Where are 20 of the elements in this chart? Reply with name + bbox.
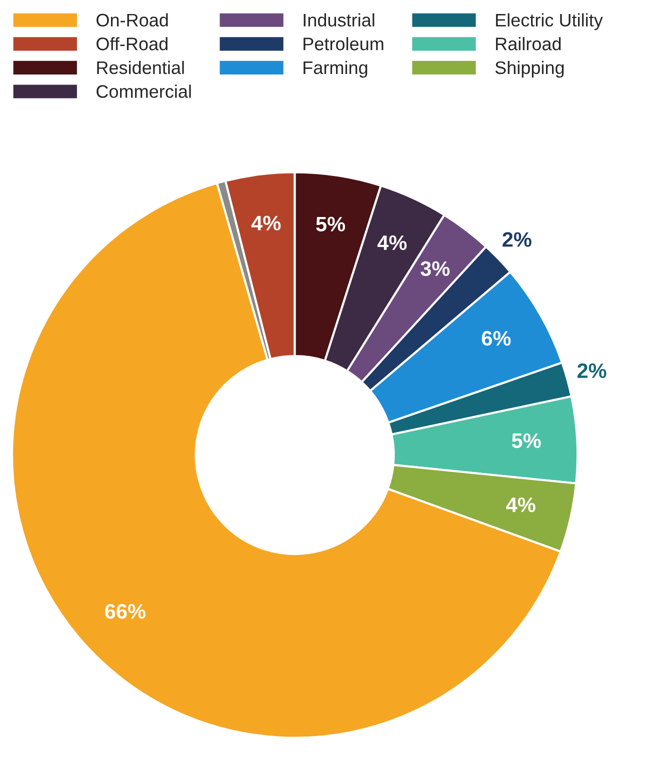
data-label: 4% — [506, 497, 536, 512]
legend-label: Commercial — [96, 84, 191, 98]
data-label: 4% — [377, 235, 407, 250]
data-label: 5% — [316, 216, 346, 232]
legend-label: Residential — [97, 60, 184, 74]
data-label: 3% — [420, 261, 450, 276]
data-label: 2% — [502, 232, 532, 247]
legend-label: Industrial — [304, 13, 374, 27]
data-label: 4% — [251, 216, 281, 230]
legend-label: Petroleum — [304, 37, 384, 50]
legend-label: Electric Utility — [496, 13, 603, 30]
data-label: 6% — [482, 330, 511, 346]
legend-label: Railroad — [496, 37, 561, 50]
legend-label: Off-Road — [96, 37, 168, 50]
legend-label: Shipping — [495, 60, 564, 78]
legend-label: Farming — [304, 60, 368, 78]
legend-label: On-Road — [96, 13, 168, 27]
data-label: 2% — [577, 363, 606, 378]
data-label: 66% — [105, 604, 146, 619]
data-label: 5% — [512, 433, 541, 448]
